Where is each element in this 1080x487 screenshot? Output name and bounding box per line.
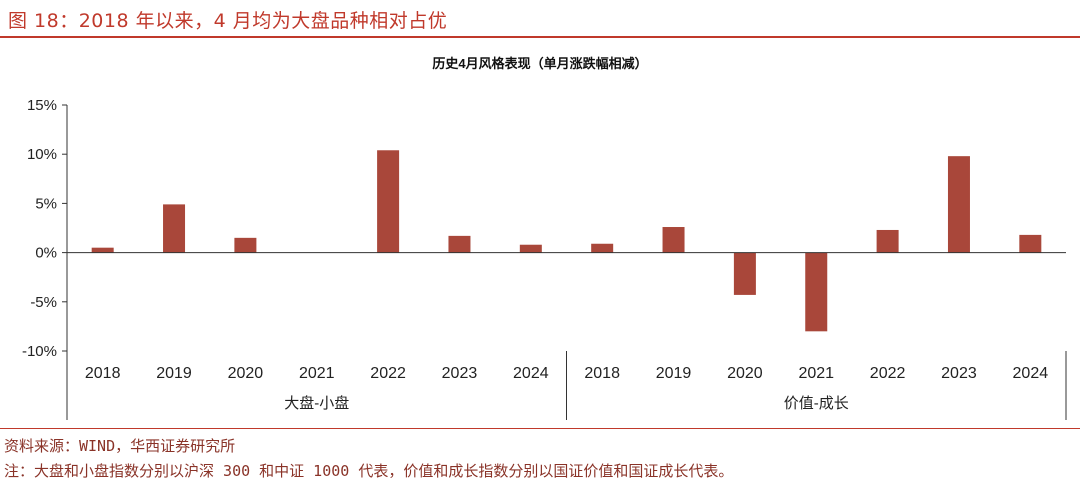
x-tick-label: 2024 (513, 365, 549, 382)
bar-1-2019 (662, 227, 685, 253)
x-tick-label: 2022 (370, 365, 406, 382)
x-tick-label: 2021 (299, 365, 335, 382)
source-note: 资料来源：WIND，华西证券研究所 (4, 437, 236, 455)
y-axis: 15% 10% 5% 0% -5% -10% (22, 97, 68, 420)
bar-0-2023 (448, 235, 471, 253)
header-divider (0, 36, 1080, 38)
bar-0-2018 (91, 247, 114, 253)
y-tick-label: 0% (35, 245, 57, 262)
bar-0-2022 (377, 150, 400, 253)
bar-1-2022 (876, 229, 899, 253)
x-tick-label: 2019 (656, 365, 692, 382)
y-tick-label: 15% (27, 97, 57, 114)
y-tick-label: -10% (22, 343, 57, 360)
bar-0-2019 (163, 204, 186, 253)
bar-1-2023 (947, 156, 970, 253)
group-label: 价值-成长 (784, 395, 849, 412)
x-tick-label: 2021 (798, 365, 834, 382)
x-tick-label: 2023 (941, 365, 977, 382)
bar-0-2024 (519, 244, 542, 253)
y-tick-label: -5% (30, 294, 57, 311)
x-tick-label: 2020 (727, 365, 763, 382)
y-tick-label: 5% (35, 195, 57, 212)
bar-1-2024 (1019, 234, 1042, 253)
footnote: 注：大盘和小盘指数分别以沪深 300 和中证 1000 代表，价值和成长指数分别… (4, 462, 734, 480)
bar-1-2020 (733, 252, 756, 295)
x-tick-label: 2019 (156, 365, 192, 382)
bar-1-2018 (591, 243, 614, 253)
bars (91, 150, 1042, 332)
x-tick-label: 2023 (442, 365, 478, 382)
x-axis: 2018 2019 2020 2021 2022 2023 2024 大盘-小盘 2018 201… (67, 252, 1067, 420)
x-tick-label: 2020 (228, 365, 264, 382)
bar-0-2020 (234, 237, 257, 253)
x-tick-label: 2022 (870, 365, 906, 382)
x-tick-label: 2024 (1013, 365, 1049, 382)
group-label: 大盘-小盘 (284, 394, 349, 412)
footer-divider (0, 428, 1080, 429)
bar-1-2021 (805, 252, 828, 332)
bar-chart: 历史4月风格表现（单月涨跌幅相减） 15% 10% 5% 0% -5% -10% 2018… (22, 56, 1067, 420)
y-tick-label: 10% (27, 146, 57, 163)
figure-title: 图 18：2018 年以来，4 月均为大盘品种相对占优 (8, 10, 448, 32)
chart-title: 历史4月风格表现（单月涨跌幅相减） (432, 56, 647, 71)
x-tick-label: 2018 (85, 365, 121, 382)
x-tick-label: 2018 (584, 365, 620, 382)
